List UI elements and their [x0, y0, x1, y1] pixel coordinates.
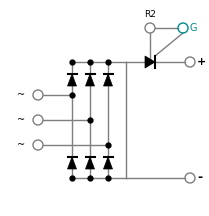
- Polygon shape: [68, 157, 76, 169]
- Polygon shape: [145, 56, 155, 68]
- Polygon shape: [68, 74, 76, 86]
- Polygon shape: [103, 157, 112, 169]
- Polygon shape: [85, 157, 94, 169]
- Polygon shape: [85, 74, 94, 86]
- Text: ~: ~: [17, 90, 25, 100]
- Text: R2: R2: [144, 10, 156, 19]
- Text: ~: ~: [17, 140, 25, 150]
- Text: ~: ~: [17, 115, 25, 125]
- Polygon shape: [103, 74, 112, 86]
- Text: +: +: [197, 57, 206, 67]
- Text: G: G: [190, 23, 198, 33]
- Text: -: -: [197, 172, 202, 184]
